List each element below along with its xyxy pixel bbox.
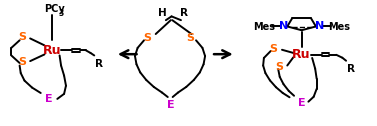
Text: E: E xyxy=(167,100,174,110)
Text: 3: 3 xyxy=(58,9,64,18)
Text: S: S xyxy=(186,33,195,43)
Text: Mes: Mes xyxy=(253,22,275,32)
Text: S: S xyxy=(270,43,278,54)
Text: R: R xyxy=(179,8,188,18)
Text: S: S xyxy=(143,33,151,43)
Text: PCy: PCy xyxy=(44,4,65,14)
Text: Ru: Ru xyxy=(292,48,311,61)
Text: R: R xyxy=(346,64,355,74)
Text: N: N xyxy=(315,21,324,31)
Text: S: S xyxy=(18,32,27,42)
Text: E: E xyxy=(45,94,53,104)
Text: Ru: Ru xyxy=(43,44,61,57)
Text: S: S xyxy=(276,62,284,72)
Text: R: R xyxy=(95,59,103,69)
Text: Mes: Mes xyxy=(328,22,350,32)
Text: E: E xyxy=(298,98,305,108)
Text: H: H xyxy=(158,8,167,18)
Text: N: N xyxy=(279,21,288,31)
Text: S: S xyxy=(18,57,27,67)
